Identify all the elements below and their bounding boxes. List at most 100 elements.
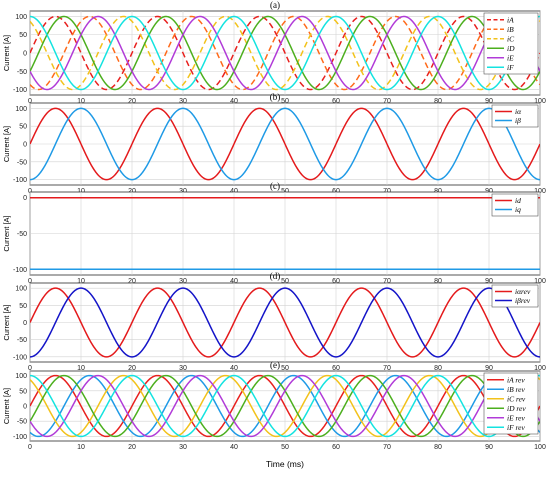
x-tick-label: 70: [383, 98, 391, 105]
legend-label: id: [515, 196, 521, 205]
x-tick-label: 30: [179, 365, 187, 372]
x-tick-label: 50: [281, 278, 289, 285]
y-tick-label: -100: [13, 87, 27, 94]
x-tick-label: 20: [128, 188, 136, 195]
series-line-iB-rev: [30, 374, 540, 438]
series-line-iC: [30, 15, 540, 91]
legend-label: iB rev: [507, 385, 526, 394]
x-tick-label: 10: [77, 188, 85, 195]
x-tick-label: 70: [383, 188, 391, 195]
y-tick-label: -50: [17, 231, 27, 238]
y-tick-label: 0: [23, 320, 27, 327]
series-line-iC-rev: [30, 374, 540, 438]
x-tick-label: 20: [128, 278, 136, 285]
y-tick-label: 0: [23, 51, 27, 58]
x-tick-label: 80: [434, 188, 442, 195]
y-tick-label: -50: [17, 159, 27, 166]
x-tick-label: 20: [128, 98, 136, 105]
legend-label: iβ: [515, 116, 521, 125]
x-tick-label: 40: [230, 98, 238, 105]
x-tick-label: 100: [534, 278, 546, 285]
x-tick-label: 10: [77, 365, 85, 372]
y-tick-label: 50: [19, 32, 27, 39]
panel-4: (d) 0 10 20 30 40 50 60 70 80 90 100 -100 -50 0 50 100 Cu…: [2, 271, 546, 372]
y-tick-label: 0: [23, 142, 27, 149]
x-tick-label: 90: [485, 444, 493, 451]
x-tick-label: 100: [534, 188, 546, 195]
x-tick-label: 30: [179, 188, 187, 195]
x-tick-label: 40: [230, 188, 238, 195]
legend-label: iD rev: [507, 404, 526, 413]
x-tick-label: 0: [28, 365, 32, 372]
y-tick-label: 100: [15, 373, 27, 380]
x-tick-label: 80: [434, 278, 442, 285]
x-tick-label: 100: [534, 365, 546, 372]
y-tick-label: 0: [23, 195, 27, 202]
legend-label: iα: [515, 107, 522, 116]
legend-label: iq: [515, 205, 521, 214]
y-tick-label: -100: [13, 354, 27, 361]
y-tick-label: -100: [13, 267, 27, 274]
legend-label: iD: [507, 44, 515, 53]
x-tick-label: 0: [28, 98, 32, 105]
y-tick-label: 0: [23, 404, 27, 411]
x-tick-label: 70: [383, 444, 391, 451]
x-tick-label: 90: [485, 188, 493, 195]
y-tick-label: 100: [15, 286, 27, 293]
series-line-iA-rev: [30, 374, 540, 438]
legend-box: [491, 193, 539, 217]
x-tick-label: 0: [28, 188, 32, 195]
legend-label: iE rev: [507, 413, 526, 422]
legend-label: iβrev: [515, 296, 531, 305]
legend-box: [483, 372, 539, 435]
legend-label: iA rev: [507, 375, 525, 384]
legend-label: iE: [507, 53, 514, 62]
legend-label: iA: [507, 15, 514, 24]
y-tick-label: 50: [19, 303, 27, 310]
legend-label: iB: [507, 25, 514, 34]
x-tick-label: 30: [179, 278, 187, 285]
x-tick-label: 90: [485, 98, 493, 105]
x-tick-label: 10: [77, 278, 85, 285]
y-tick-label: 100: [15, 14, 27, 21]
x-tick-label: 40: [230, 278, 238, 285]
y-tick-label: -100: [13, 434, 27, 441]
series-line-iA: [30, 15, 540, 91]
x-tick-label: 80: [434, 98, 442, 105]
panel-5: (e)0 10 20 30 40 50 60 70 80 90 100-100-50050100Cu…: [2, 360, 546, 451]
y-tick-label: -50: [17, 419, 27, 426]
series-line-iF: [30, 15, 540, 91]
x-tick-label: 60: [332, 98, 340, 105]
x-tick-label: 20: [128, 365, 136, 372]
y-axis-label: Current [A]: [2, 388, 11, 424]
series-line-iα: [30, 107, 540, 181]
x-tick-label: 70: [383, 278, 391, 285]
x-tick-label: 50: [281, 444, 289, 451]
x-tick-label: 50: [281, 188, 289, 195]
y-axis-label: Current [A]: [2, 126, 11, 162]
panel-2: (b)0 10 20 30 40 50 60 70 80 90 100-100-50050100Cu…: [2, 92, 546, 195]
y-tick-label: -100: [13, 177, 27, 184]
y-tick-label: -50: [17, 337, 27, 344]
x-tick-label: 70: [383, 365, 391, 372]
panel-title: (e): [270, 360, 280, 370]
x-tick-label: 80: [434, 444, 442, 451]
y-axis-label: Current [A]: [2, 215, 11, 251]
x-tick-label: 30: [179, 98, 187, 105]
series-line-iαrev: [30, 287, 540, 358]
panel-title: (d): [270, 271, 281, 281]
panel-title: (c): [270, 181, 280, 191]
x-tick-label: 90: [485, 278, 493, 285]
y-axis-label: Current [A]: [2, 304, 11, 340]
y-tick-label: 100: [15, 106, 27, 113]
y-tick-label: 50: [19, 124, 27, 131]
panel-3: (c) 0 10 20 30 40 50 60 70 80 90 100 -100 -50 0 Current…: [2, 181, 546, 285]
panel-1: (a) 0 10 20 30 40 50 60 70 80 90 100 -100 -50 0 50 100 Cu…: [2, 0, 546, 105]
x-tick-label: 10: [77, 98, 85, 105]
x-tick-label: 20: [128, 444, 136, 451]
x-tick-label: 60: [332, 278, 340, 285]
legend-label: iC rev: [507, 394, 526, 403]
